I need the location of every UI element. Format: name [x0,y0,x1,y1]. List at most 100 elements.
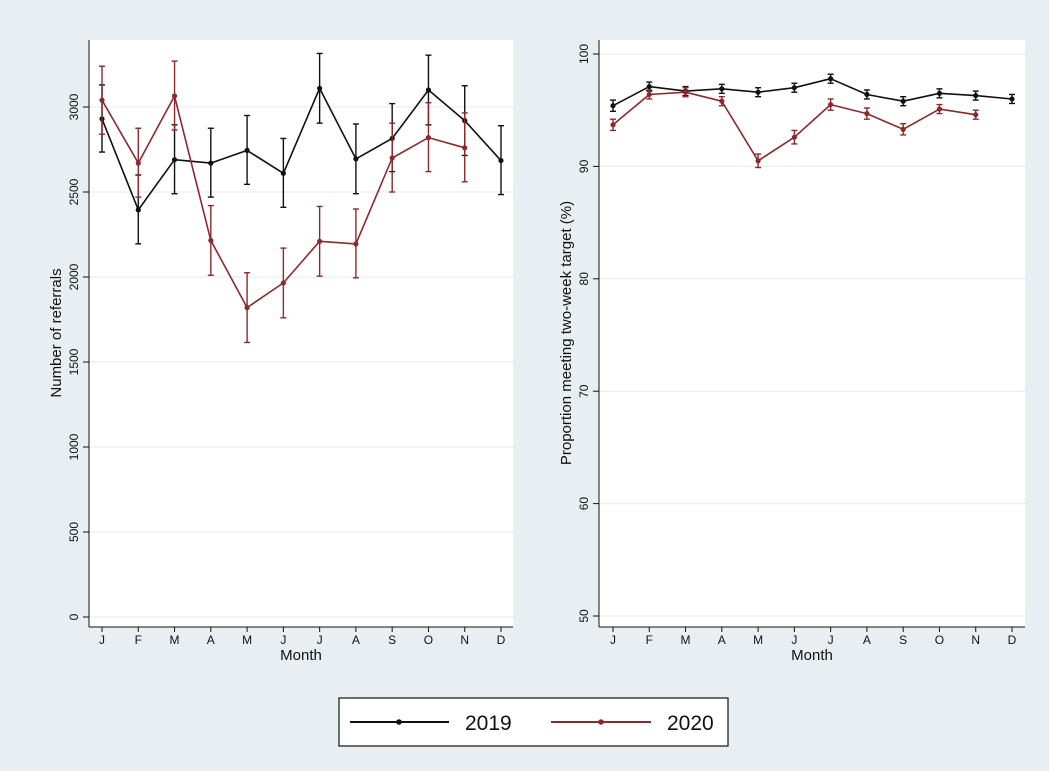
referrals-x-tick-label: O [424,633,433,647]
target-series-2020-point [973,112,979,118]
target-y-ticks: 50 60 70 80 90 100 [577,44,599,623]
referrals-y-tick-label: 500 [67,522,81,542]
target-series-2019-line [612,77,1013,107]
target-x-tick-label: S [899,633,907,647]
two-week-target-chart: 50 60 70 80 90 100 J F M A M J J A S O N D Month Proport… [558,40,1025,664]
target-series-2019-point [1009,96,1015,102]
legend-label-2020: 2020 [667,712,714,735]
target-series-2019-point [646,83,652,90]
target-series-2019-point [973,92,979,99]
legend-item-2019: 2019 [350,712,512,735]
referrals-x-tick-label: M [242,633,252,647]
referrals-y-axis-label: Number of referrals [48,268,65,397]
referrals-series-2020-point [317,238,323,244]
referrals-series-2020-point [244,305,250,311]
target-x-tick-label: F [646,633,653,647]
target-series-2019-point [900,98,906,104]
referrals-y-tick-label: 1500 [67,348,81,375]
target-series-2019-point [864,91,870,98]
referrals-series-2020-point [353,241,359,247]
target-series-2020-point [755,158,761,164]
target-x-tick-label: J [791,633,797,647]
referrals-x-tick-label: A [207,633,215,647]
referrals-plot-area [89,40,513,627]
legend-marker-2019 [396,719,402,725]
target-series-2020-point [719,98,725,104]
target-series [610,73,1015,169]
target-series-2019-point [791,85,797,91]
referrals-series-2019-point [135,207,141,213]
target-series-2019-point [936,90,943,96]
target-y-tick-label: 60 [577,497,591,511]
legend: 2019 2020 [338,697,729,747]
referrals-x-axis-label: Month [280,647,322,664]
target-series-2020-point [828,101,834,108]
referrals-series-2020-point [171,93,178,99]
target-series-2020-point [864,110,870,117]
target-y-tick-label: 90 [577,159,591,173]
target-x-tick-label: O [935,633,944,647]
target-series-2020-point [682,89,689,95]
target-y-tick-label: 100 [577,44,591,64]
referrals-x-tick-label: J [317,633,323,647]
referrals-series-2020-point [425,135,432,141]
referrals-series-2019-point [353,156,359,162]
target-series-2019-point [755,89,761,95]
referrals-series-2019-point [317,85,323,91]
target-plot-area [599,40,1025,627]
referrals-series-2020-point [208,237,214,244]
referrals-y-ticks: 0 500 1000 1500 2000 2500 3000 [67,93,89,620]
target-x-tick-label: M [753,633,763,647]
target-y-axis-label: Proportion meeting two-week target (%) [558,201,575,465]
legend-label-2019: 2019 [465,712,512,735]
target-series-2020-point [791,134,797,140]
referrals-series-2019-point [244,147,250,153]
referrals-x-tick-label: A [352,633,360,647]
referrals-series-2020-point [280,280,286,286]
referrals-y-tick-label: 0 [67,613,81,620]
referrals-series-2019-line [101,87,502,211]
target-x-tick-label: A [863,633,871,647]
target-x-tick-label: J [828,633,834,647]
target-series-2020-point [646,91,652,98]
referrals-series-2019-point [280,170,286,176]
target-y-tick-label: 50 [577,609,591,623]
target-series-2019-point [610,103,616,109]
referrals-series-2019-point [425,87,432,93]
referrals-series-2020-point [389,155,395,161]
target-y-tick-label: 70 [577,384,591,398]
referrals-series-2020-point [135,160,141,166]
target-series-2019-point [719,86,725,92]
target-x-tick-label: D [1008,633,1017,647]
target-x-tick-label: N [971,633,980,647]
legend-item-2020: 2020 [551,712,714,735]
referrals-series-2020-point [462,145,468,151]
referrals-x-tick-label: J [280,633,286,647]
target-series-2020-point [610,122,616,128]
referrals-series-2020-point [99,97,105,103]
referrals-x-tick-label: N [460,633,469,647]
referrals-x-tick-label: S [388,633,396,647]
referrals-chart: 0 500 1000 1500 2000 2500 3000 J F M A M J J A S O N D Mo… [48,40,513,664]
target-x-axis-label: Month [791,647,833,664]
target-x-tick-label: A [718,633,726,647]
referrals-y-tick-label: 2000 [67,263,81,290]
referrals-x-tick-label: J [99,633,105,647]
referrals-x-tick-label: M [170,633,180,647]
referrals-x-tick-label: F [135,633,142,647]
referrals-x-tick-label: D [497,633,506,647]
legend-marker-2020 [598,719,604,725]
target-y-tick-label: 80 [577,272,591,286]
referrals-series-2019-point [208,160,214,166]
target-series-2020-point [900,126,906,132]
target-series-2020-point [936,106,943,112]
referrals-series [99,52,504,344]
referrals-series-2019-point [498,157,504,164]
referrals-gridlines [89,106,513,618]
target-series-2019-point [828,76,834,82]
referrals-y-tick-label: 3000 [67,93,81,120]
